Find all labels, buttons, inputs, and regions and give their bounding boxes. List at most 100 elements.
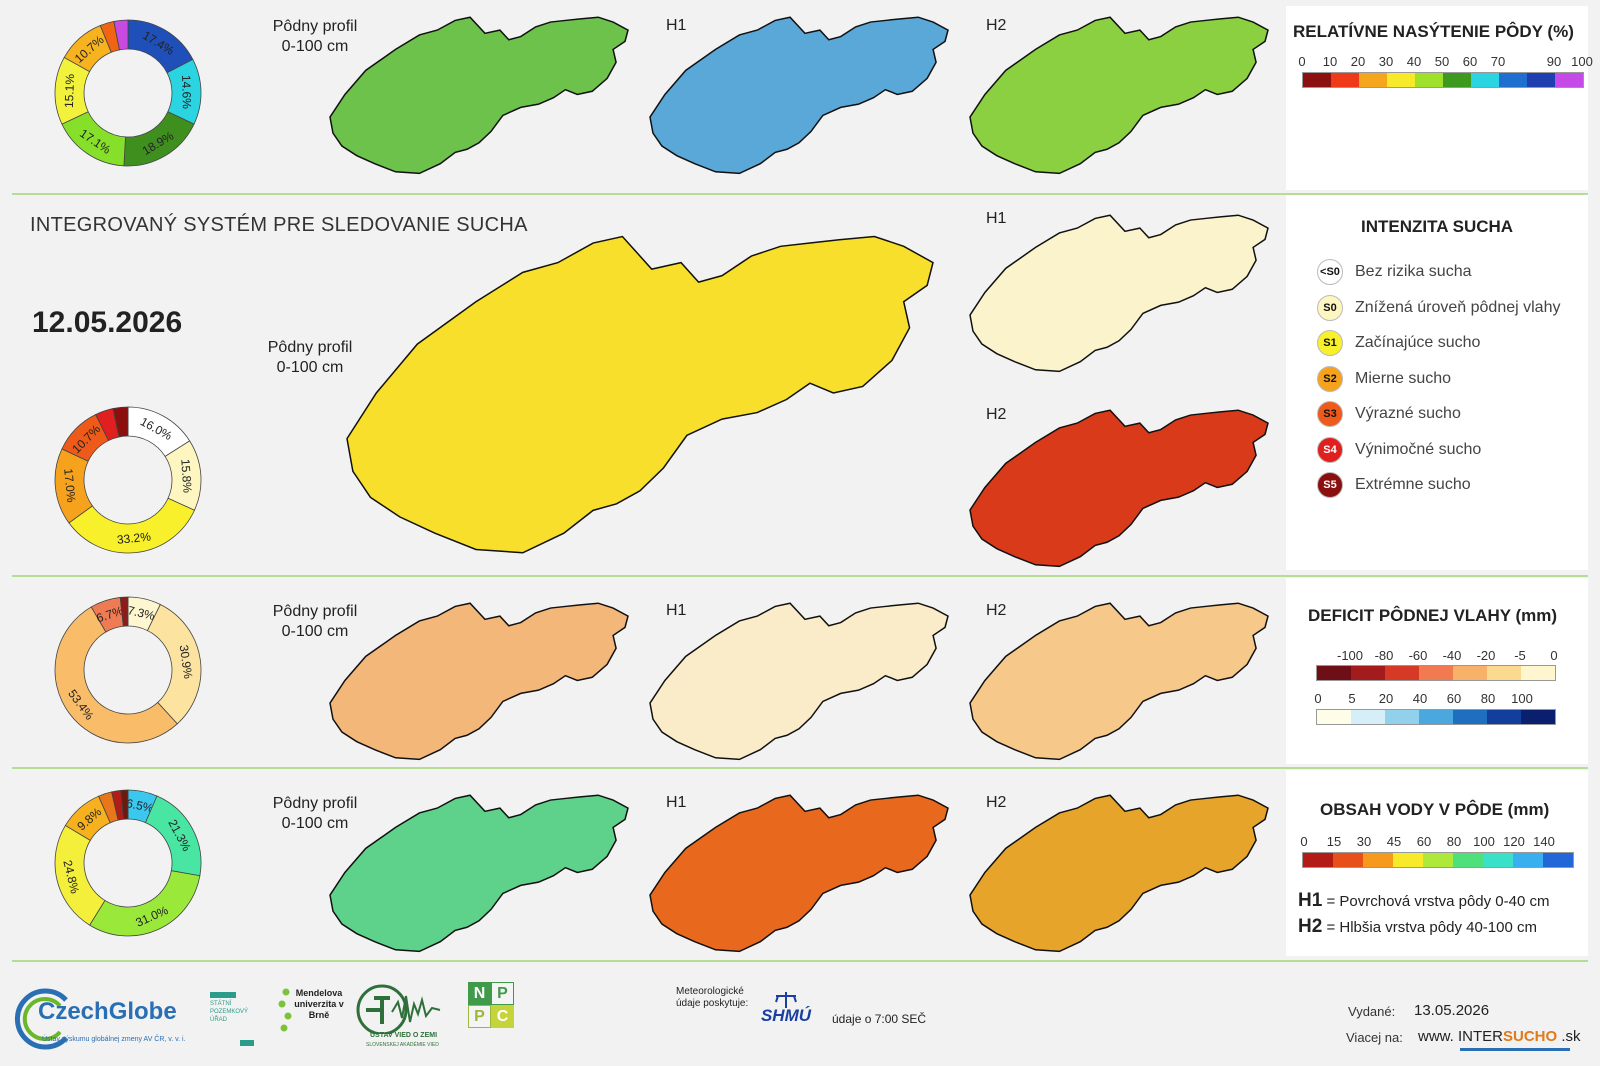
legend-tick-label: 20 (1350, 54, 1366, 69)
legend-title-saturation: RELATÍVNE NASÝTENIE PÔDY (%) (1293, 22, 1574, 41)
legend-tick-label: 45 (1386, 834, 1402, 849)
mendel-logo[interactable]: Mendelova univerzita v Brně (276, 986, 346, 1050)
intensity-badge: S1 (1317, 330, 1343, 356)
legend-tick-label: 60 (1462, 54, 1478, 69)
spu-mark (240, 1040, 254, 1046)
meteo-note: Meteorologické údaje poskytuje: (676, 986, 749, 1009)
mendel-dots-icon (278, 988, 292, 1032)
legend-tick-label: 40 (1412, 691, 1428, 706)
nppc-tile: C (491, 1005, 514, 1028)
legend-title-deficit: DEFICIT PÔDNEJ VLAHY (mm) (1308, 606, 1558, 625)
donut-segment (68, 497, 195, 554)
separator (12, 575, 1588, 577)
map-intensity-h2 (969, 409, 1269, 568)
legend-swatch (1543, 853, 1573, 867)
legend-tick-label: 15 (1326, 834, 1342, 849)
legend-tick-label: 30 (1378, 54, 1394, 69)
donut-segment (120, 789, 129, 820)
country-outline (649, 16, 949, 175)
map-saturation-h2 (969, 16, 1269, 175)
legend-swatch (1333, 853, 1363, 867)
label-profile: Pôdny profil 0-100 cm (272, 603, 358, 640)
nppc-logo[interactable]: N P P C (468, 982, 514, 1028)
czechglobe-logo[interactable]: CzechGlobe Ústav výskumu globálnej zmeny… (14, 988, 194, 1054)
shmu-logo[interactable]: SHMÚ (750, 990, 822, 1030)
donut-deficit: 7.3%30.9%53.4%6.7% (54, 596, 202, 744)
label-profile: Pôdny profil 0-100 cm (267, 339, 353, 376)
label-h2: H2 (986, 17, 1007, 34)
uvz-logo[interactable]: ÚSTAV VIED O ZEMI SLOVENSKEJ AKADÉMIE VI… (356, 984, 448, 1054)
legend-tick-label: -100 (1336, 648, 1364, 663)
legend-ticks-water: 0 15 30 45 60 80 100 120 140 (1300, 834, 1574, 850)
legend-panel-saturation (1286, 6, 1588, 190)
seismograph-icon (356, 984, 441, 1034)
legend-bar-water (1302, 852, 1574, 868)
legend-ticks-deficit-pos: 0 5 20 40 60 80 100 (1314, 691, 1558, 707)
label-h1: H1 (986, 210, 1007, 227)
spu-logo[interactable]: STÁTNÍ POZEMKOVÝ ÚŘAD (210, 992, 266, 1052)
legend-swatch (1317, 666, 1351, 680)
map-intensity-profile (346, 235, 934, 554)
country-outline (969, 16, 1269, 175)
mendel-name: Mendelova univerzita v Brně (294, 988, 344, 1020)
legend-swatch (1419, 666, 1453, 680)
legend-tick-label: 60 (1446, 691, 1462, 706)
country-outline (649, 794, 949, 953)
legend-swatch (1385, 710, 1419, 724)
legend-tick-label: 40 (1406, 54, 1422, 69)
donut-saturation: 17.4%14.6%18.9%17.1%15.1%10.7% (54, 19, 202, 167)
label-h1: H1 (666, 602, 687, 619)
intersucho-link[interactable]: www. INTERSUCHO .sk (1418, 1028, 1581, 1045)
country-outline (969, 602, 1269, 761)
intensity-legend-item: S2 Mierne sucho (1317, 365, 1452, 392)
legend-swatch (1513, 853, 1543, 867)
legend-swatch (1453, 666, 1487, 680)
donut-label: 7.3% (126, 603, 156, 623)
legend-tick-label: 140 (1533, 834, 1555, 849)
issued-label: Vydané: (1348, 1004, 1396, 1019)
legend-swatch (1393, 853, 1423, 867)
data-time: údaje o 7:00 SEČ (832, 1012, 927, 1026)
donut-segment (54, 824, 106, 926)
legend-swatch (1521, 710, 1555, 724)
legend-tick-label: 0 (1550, 648, 1558, 663)
legend-title-water: OBSAH VODY V PÔDE (mm) (1320, 800, 1550, 819)
legend-swatch (1419, 710, 1453, 724)
legend-tick-label: 20 (1378, 691, 1394, 706)
legend-swatch (1385, 666, 1419, 680)
legend-swatch (1351, 666, 1385, 680)
report-date: 12.05.2026 (32, 306, 183, 339)
intensity-badge: S2 (1317, 365, 1343, 392)
map-water-h2 (969, 794, 1269, 953)
legend-swatch (1483, 853, 1513, 867)
legend-ticks-deficit-neg: -100 -80 -60 -40 -20 -5 0 (1316, 648, 1558, 664)
page-title: INTEGROVANÝ SYSTÉM PRE SLEDOVANIE SUCHA (30, 214, 528, 236)
legend-tick-label: 10 (1322, 54, 1338, 69)
intensity-badge: S0 (1317, 294, 1343, 321)
intensity-label: Znížená úroveň pôdnej vlahy (1355, 298, 1561, 316)
more-label: Viacej na: (1346, 1030, 1403, 1045)
legend-tick-label: 80 (1480, 691, 1496, 706)
czechglobe-subtitle: Ústav výskumu globálnej zmeny AV ČR, v. … (42, 1036, 186, 1043)
donut-label: 14.6% (179, 75, 194, 110)
map-saturation-profile (329, 16, 629, 175)
separator (12, 960, 1588, 962)
nppc-tile: N (468, 982, 491, 1005)
legend-ticks-saturation: 0 10 20 30 40 50 60 70 90 100 (1298, 54, 1592, 70)
legend-swatch (1521, 666, 1555, 680)
globe-icon (15, 988, 68, 1050)
label-h2: H2 (986, 406, 1007, 423)
label-profile: Pôdny profil 0-100 cm (272, 795, 358, 832)
intensity-badge: <S0 (1317, 259, 1343, 285)
label-h2: H2 (986, 794, 1007, 811)
map-deficit-h2 (969, 602, 1269, 761)
donut-label: 6.5% (125, 796, 155, 815)
legend-tick-label: 50 (1434, 54, 1450, 69)
separator (12, 193, 1588, 195)
intensity-badge: S5 (1317, 472, 1343, 498)
intensity-label: Extrémne sucho (1355, 476, 1471, 493)
intensity-label: Mierne sucho (1355, 369, 1452, 387)
layer-h2-note: H2 = Hlbšia vrstva pôdy 40-100 cm (1298, 916, 1537, 937)
legend-bar-deficit-pos (1316, 709, 1556, 725)
legend-tick-label: 120 (1503, 834, 1525, 849)
